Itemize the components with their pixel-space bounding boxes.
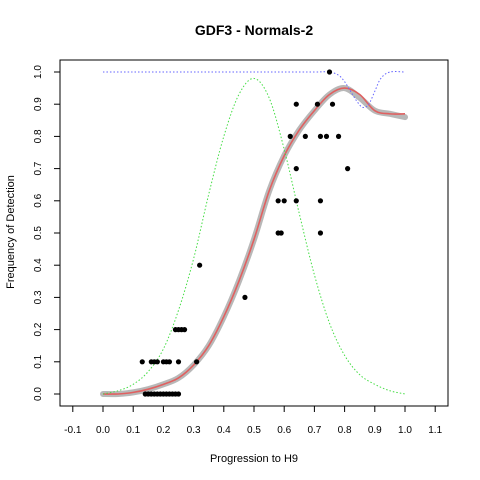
y-tick-label: 0.5 (33, 226, 44, 240)
x-tick-label: 0.8 (338, 425, 352, 436)
data-point (278, 230, 284, 236)
x-tick-label: 0.9 (368, 425, 382, 436)
y-tick-label: 1.0 (33, 65, 44, 79)
fit-line (102, 87, 406, 395)
data-point (175, 391, 182, 397)
data-point (314, 101, 321, 107)
x-tick-label: 0.6 (277, 425, 291, 436)
data-point (293, 101, 299, 107)
data-point (281, 198, 287, 204)
data-point (275, 198, 281, 204)
data-point (329, 101, 336, 107)
y-tick-label: 0.8 (33, 129, 44, 143)
data-point (317, 230, 324, 236)
x-tick-label: 0.4 (217, 425, 231, 436)
data-point (335, 133, 342, 139)
data-point (139, 359, 145, 365)
data-point (242, 294, 248, 300)
y-tick-label: 0.1 (33, 354, 44, 368)
data-point (166, 359, 173, 365)
x-tick-label: 0.7 (307, 425, 321, 436)
x-tick-label: 0.5 (247, 425, 261, 436)
data-point (326, 69, 333, 75)
x-tick-label: 1.0 (398, 425, 412, 436)
data-point (197, 262, 203, 268)
data-point (293, 198, 299, 204)
x-tick-label: 1.1 (428, 425, 442, 436)
blue-dotted-curve (103, 71, 406, 109)
curve-layer (100, 71, 408, 398)
x-tick-label: 0.0 (96, 425, 110, 436)
data-point (302, 133, 308, 139)
data-point (181, 327, 188, 333)
y-tick-label: 0.7 (33, 161, 44, 175)
y-axis-label: Frequency of Detection (5, 175, 17, 289)
y-axis: 0.0 0.1 0.2 0.3 0.4 0.5 0.6 0.7 0.8 0.9 1.0 (33, 65, 61, 401)
data-point (317, 133, 324, 139)
y-tick-label: 0.2 (33, 322, 44, 336)
data-point (323, 133, 330, 139)
data-point (293, 166, 299, 172)
x-tick-label: -0.1 (64, 425, 82, 436)
data-point (287, 133, 293, 139)
y-tick-label: 0.9 (33, 97, 44, 111)
chart-title: GDF3 - Normals-2 (195, 22, 313, 38)
x-axis-label: Progression to H9 (210, 453, 298, 465)
y-tick-label: 0.6 (33, 193, 44, 207)
point-layer (139, 69, 351, 397)
data-point (317, 198, 324, 204)
y-tick-label: 0.0 (33, 387, 44, 401)
x-axis: -0.1 0.0 0.1 0.2 0.3 0.4 0.5 0.6 0.7 0.8 0.9 1.0 1.1 (64, 405, 443, 436)
data-point (345, 166, 351, 172)
x-tick-label: 0.3 (187, 425, 201, 436)
data-point (175, 359, 182, 365)
x-tick-label: 0.1 (126, 425, 140, 436)
y-tick-label: 0.4 (33, 258, 44, 272)
y-tick-label: 0.3 (33, 290, 44, 304)
x-tick-label: 0.2 (156, 425, 170, 436)
data-point (154, 359, 160, 365)
data-point (194, 359, 200, 365)
density-curve (102, 77, 406, 395)
